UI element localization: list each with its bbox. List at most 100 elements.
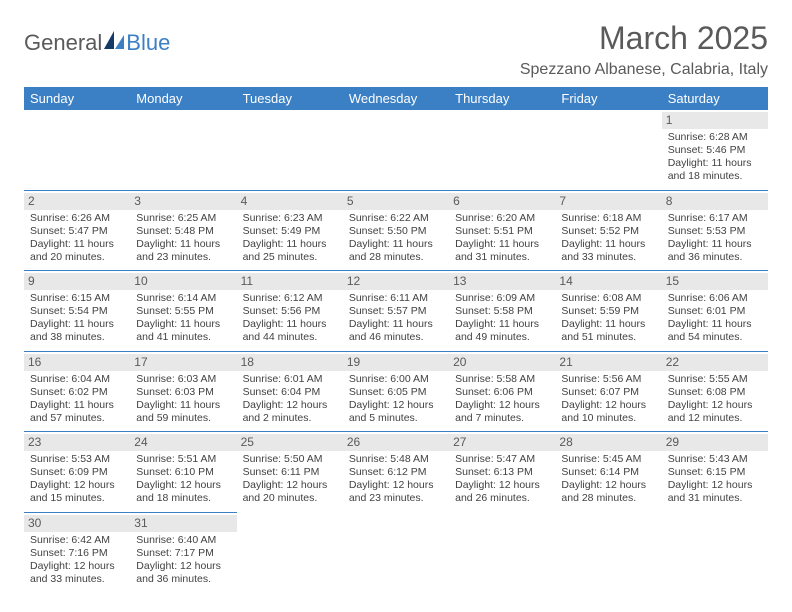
daylight-text: Daylight: 11 hours and 41 minutes. bbox=[136, 318, 230, 344]
sunrise-text: Sunrise: 5:56 AM bbox=[561, 373, 655, 386]
calendar-cell: 2Sunrise: 6:26 AMSunset: 5:47 PMDaylight… bbox=[24, 190, 130, 271]
day-content: Sunrise: 6:23 AMSunset: 5:49 PMDaylight:… bbox=[241, 212, 339, 265]
day-header: Friday bbox=[555, 87, 661, 110]
day-content: Sunrise: 6:03 AMSunset: 6:03 PMDaylight:… bbox=[134, 373, 232, 426]
day-number: 24 bbox=[130, 434, 236, 451]
day-content: Sunrise: 6:20 AMSunset: 5:51 PMDaylight:… bbox=[453, 212, 551, 265]
day-content: Sunrise: 6:12 AMSunset: 5:56 PMDaylight:… bbox=[241, 292, 339, 345]
sunrise-text: Sunrise: 6:06 AM bbox=[668, 292, 762, 305]
daylight-text: Daylight: 12 hours and 2 minutes. bbox=[243, 399, 337, 425]
day-number: 12 bbox=[343, 273, 449, 290]
daylight-text: Daylight: 11 hours and 25 minutes. bbox=[243, 238, 337, 264]
day-number: 9 bbox=[24, 273, 130, 290]
sunset-text: Sunset: 6:13 PM bbox=[455, 466, 549, 479]
daylight-text: Daylight: 12 hours and 23 minutes. bbox=[349, 479, 443, 505]
day-content: Sunrise: 6:42 AMSunset: 7:16 PMDaylight:… bbox=[28, 534, 126, 587]
day-content: Sunrise: 6:40 AMSunset: 7:17 PMDaylight:… bbox=[134, 534, 232, 587]
calendar-week: 23Sunrise: 5:53 AMSunset: 6:09 PMDayligh… bbox=[24, 432, 768, 513]
day-content: Sunrise: 5:51 AMSunset: 6:10 PMDaylight:… bbox=[134, 453, 232, 506]
calendar-cell: 4Sunrise: 6:23 AMSunset: 5:49 PMDaylight… bbox=[237, 190, 343, 271]
sunrise-text: Sunrise: 6:08 AM bbox=[561, 292, 655, 305]
day-content: Sunrise: 5:53 AMSunset: 6:09 PMDaylight:… bbox=[28, 453, 126, 506]
calendar-week: 30Sunrise: 6:42 AMSunset: 7:16 PMDayligh… bbox=[24, 512, 768, 592]
calendar-cell bbox=[555, 512, 661, 592]
sunrise-text: Sunrise: 5:51 AM bbox=[136, 453, 230, 466]
sunset-text: Sunset: 5:49 PM bbox=[243, 225, 337, 238]
day-number: 17 bbox=[130, 354, 236, 371]
sunrise-text: Sunrise: 6:17 AM bbox=[668, 212, 762, 225]
sunset-text: Sunset: 6:12 PM bbox=[349, 466, 443, 479]
sunset-text: Sunset: 6:03 PM bbox=[136, 386, 230, 399]
sunset-text: Sunset: 6:01 PM bbox=[668, 305, 762, 318]
calendar-cell: 5Sunrise: 6:22 AMSunset: 5:50 PMDaylight… bbox=[343, 190, 449, 271]
day-number: 15 bbox=[662, 273, 768, 290]
daylight-text: Daylight: 12 hours and 36 minutes. bbox=[136, 560, 230, 586]
sunrise-text: Sunrise: 5:50 AM bbox=[243, 453, 337, 466]
sunrise-text: Sunrise: 6:01 AM bbox=[243, 373, 337, 386]
calendar-cell: 13Sunrise: 6:09 AMSunset: 5:58 PMDayligh… bbox=[449, 271, 555, 352]
calendar-body: 1 Sunrise: 6:28 AMSunset: 5:46 PMDaylight… bbox=[24, 110, 768, 592]
day-content: Sunrise: 5:56 AMSunset: 6:07 PMDaylight:… bbox=[559, 373, 657, 426]
calendar-cell bbox=[662, 512, 768, 592]
sunrise-text: Sunrise: 5:53 AM bbox=[30, 453, 124, 466]
day-number: 31 bbox=[130, 515, 236, 532]
day-content: Sunrise: 6:28 AMSunset: 5:46 PMDaylight:… bbox=[666, 131, 764, 184]
calendar-cell bbox=[449, 110, 555, 190]
daylight-text: Daylight: 11 hours and 54 minutes. bbox=[668, 318, 762, 344]
day-number: 16 bbox=[24, 354, 130, 371]
day-number: 21 bbox=[555, 354, 661, 371]
daylight-text: Daylight: 11 hours and 38 minutes. bbox=[30, 318, 124, 344]
sunset-text: Sunset: 5:58 PM bbox=[455, 305, 549, 318]
sunset-text: Sunset: 5:52 PM bbox=[561, 225, 655, 238]
day-number: 25 bbox=[237, 434, 343, 451]
daylight-text: Daylight: 12 hours and 26 minutes. bbox=[455, 479, 549, 505]
calendar-cell: 23Sunrise: 5:53 AMSunset: 6:09 PMDayligh… bbox=[24, 432, 130, 513]
day-number: 19 bbox=[343, 354, 449, 371]
sunrise-text: Sunrise: 5:47 AM bbox=[455, 453, 549, 466]
sunset-text: Sunset: 5:54 PM bbox=[30, 305, 124, 318]
day-number: 26 bbox=[343, 434, 449, 451]
calendar-cell: 16Sunrise: 6:04 AMSunset: 6:02 PMDayligh… bbox=[24, 351, 130, 432]
calendar-table: SundayMondayTuesdayWednesdayThursdayFrid… bbox=[24, 87, 768, 592]
daylight-text: Daylight: 11 hours and 23 minutes. bbox=[136, 238, 230, 264]
calendar-week: 16Sunrise: 6:04 AMSunset: 6:02 PMDayligh… bbox=[24, 351, 768, 432]
sunrise-text: Sunrise: 5:48 AM bbox=[349, 453, 443, 466]
day-content: Sunrise: 6:15 AMSunset: 5:54 PMDaylight:… bbox=[28, 292, 126, 345]
day-number: 2 bbox=[24, 193, 130, 210]
sunset-text: Sunset: 6:04 PM bbox=[243, 386, 337, 399]
daylight-text: Daylight: 11 hours and 33 minutes. bbox=[561, 238, 655, 264]
sunrise-text: Sunrise: 6:04 AM bbox=[30, 373, 124, 386]
calendar-cell: 21 Sunrise: 5:56 AMSunset: 6:07 PMDayligh… bbox=[555, 351, 661, 432]
daylight-text: Daylight: 11 hours and 44 minutes. bbox=[243, 318, 337, 344]
day-number: 28 bbox=[555, 434, 661, 451]
day-content: Sunrise: 6:18 AMSunset: 5:52 PMDaylight:… bbox=[559, 212, 657, 265]
day-content: Sunrise: 6:25 AMSunset: 5:48 PMDaylight:… bbox=[134, 212, 232, 265]
sunrise-text: Sunrise: 5:58 AM bbox=[455, 373, 549, 386]
calendar-cell: 29Sunrise: 5:43 AMSunset: 6:15 PMDayligh… bbox=[662, 432, 768, 513]
calendar-cell bbox=[24, 110, 130, 190]
calendar-cell: 7Sunrise: 6:18 AMSunset: 5:52 PMDaylight… bbox=[555, 190, 661, 271]
day-content: Sunrise: 6:14 AMSunset: 5:55 PMDaylight:… bbox=[134, 292, 232, 345]
sunset-text: Sunset: 5:47 PM bbox=[30, 225, 124, 238]
sunrise-text: Sunrise: 6:11 AM bbox=[349, 292, 443, 305]
calendar-cell: 8Sunrise: 6:17 AMSunset: 5:53 PMDaylight… bbox=[662, 190, 768, 271]
sunset-text: Sunset: 6:09 PM bbox=[30, 466, 124, 479]
sunset-text: Sunset: 5:55 PM bbox=[136, 305, 230, 318]
sunrise-text: Sunrise: 5:45 AM bbox=[561, 453, 655, 466]
calendar-cell: 31 Sunrise: 6:40 AMSunset: 7:17 PMDayligh… bbox=[130, 512, 236, 592]
daylight-text: Daylight: 12 hours and 31 minutes. bbox=[668, 479, 762, 505]
calendar-week: 1 Sunrise: 6:28 AMSunset: 5:46 PMDaylight… bbox=[24, 110, 768, 190]
calendar-cell: 3Sunrise: 6:25 AMSunset: 5:48 PMDaylight… bbox=[130, 190, 236, 271]
sunset-text: Sunset: 6:07 PM bbox=[561, 386, 655, 399]
sunrise-text: Sunrise: 6:25 AM bbox=[136, 212, 230, 225]
daylight-text: Daylight: 11 hours and 28 minutes. bbox=[349, 238, 443, 264]
daylight-text: Daylight: 12 hours and 20 minutes. bbox=[243, 479, 337, 505]
calendar-cell: 24 Sunrise: 5:51 AMSunset: 6:10 PMDayligh… bbox=[130, 432, 236, 513]
day-number: 1 bbox=[662, 112, 768, 129]
calendar-cell: 1 Sunrise: 6:28 AMSunset: 5:46 PMDaylight… bbox=[662, 110, 768, 190]
day-content: Sunrise: 6:06 AMSunset: 6:01 PMDaylight:… bbox=[666, 292, 764, 345]
day-content: Sunrise: 5:43 AMSunset: 6:15 PMDaylight:… bbox=[666, 453, 764, 506]
day-number: 6 bbox=[449, 193, 555, 210]
calendar-cell bbox=[130, 110, 236, 190]
day-content: Sunrise: 5:58 AMSunset: 6:06 PMDaylight:… bbox=[453, 373, 551, 426]
